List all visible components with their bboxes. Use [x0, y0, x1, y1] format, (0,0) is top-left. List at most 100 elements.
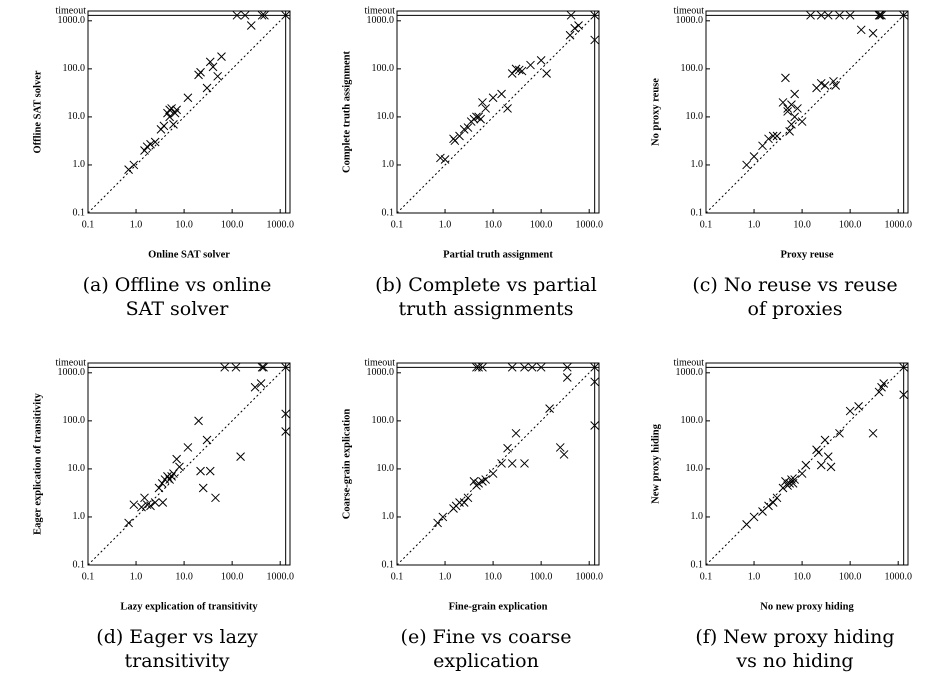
point — [250, 382, 260, 392]
point — [845, 406, 855, 416]
x-tick-label: 100.0 — [839, 571, 862, 582]
y-tick-label: 1000.0 — [676, 367, 704, 378]
point — [469, 477, 479, 486]
y-tick-label: 1.0 — [691, 511, 704, 522]
y-tick-label: 1.0 — [382, 511, 395, 522]
x-tick-label: 100.0 — [221, 571, 244, 582]
point — [854, 402, 863, 411]
x-tick-label: 0.1 — [82, 219, 95, 230]
y-axis-label: No proxy reuse — [650, 78, 661, 146]
point — [856, 25, 866, 35]
point — [208, 62, 218, 72]
point — [256, 379, 266, 388]
point — [463, 123, 473, 132]
point — [793, 104, 802, 113]
point — [257, 10, 267, 20]
point — [157, 479, 167, 488]
point — [520, 362, 529, 372]
y-tick-label: 100.0 — [63, 63, 86, 74]
caption: (f) New proxy hiding — [695, 626, 894, 648]
plot-frame — [705, 362, 909, 566]
point — [536, 362, 546, 372]
point — [749, 512, 759, 522]
y-tick-label: 1000.0 — [676, 15, 704, 26]
y-tick-label: 0.1 — [382, 559, 395, 570]
point — [542, 69, 551, 78]
x-axis-label: Online SAT solver — [148, 249, 230, 260]
y-tick-label: 100.0 — [681, 415, 704, 426]
plot-frame — [705, 10, 909, 214]
point — [455, 131, 464, 141]
point — [497, 89, 506, 99]
point — [590, 362, 600, 372]
y-axis-label: New proxy hiding — [650, 423, 661, 503]
point — [220, 362, 230, 372]
plot-frame — [396, 362, 600, 566]
x-tick-label: 1000.0 — [884, 219, 912, 230]
x-tick-label: 1000.0 — [266, 571, 294, 582]
x-tick-label: 1.0 — [130, 571, 143, 582]
point — [146, 139, 155, 149]
point — [240, 10, 250, 20]
caption: (c) No reuse vs reuse — [692, 274, 897, 296]
point — [172, 454, 182, 464]
point — [778, 483, 788, 493]
y-tick-label: 1.0 — [691, 159, 704, 170]
point — [823, 10, 833, 20]
x-tick-label: 1.0 — [439, 219, 452, 230]
y-tick-label: timeout — [364, 6, 395, 17]
y-axis-label: Offline SAT solver — [32, 70, 43, 153]
x-axis-label: Lazy explication of transitivity — [120, 601, 258, 612]
point — [488, 93, 498, 103]
diagonal — [87, 372, 281, 566]
y-tick-label: 1000.0 — [367, 15, 395, 26]
point — [764, 501, 773, 511]
point — [574, 21, 583, 30]
y-tick-label: 1000.0 — [58, 367, 86, 378]
point — [790, 89, 800, 99]
point — [159, 121, 169, 131]
point — [742, 520, 751, 529]
point — [246, 21, 256, 30]
point — [196, 67, 205, 77]
point — [820, 435, 830, 445]
point — [797, 117, 807, 126]
point — [124, 518, 133, 528]
y-tick-label: timeout — [55, 6, 86, 17]
point — [814, 448, 823, 457]
point — [175, 462, 184, 472]
point — [570, 23, 580, 33]
point — [764, 134, 773, 144]
x-tick-label: 10.0 — [793, 571, 811, 582]
point — [503, 443, 512, 453]
x-axis-label: No new proxy hiding — [760, 601, 854, 612]
point — [874, 387, 884, 397]
point — [257, 362, 267, 372]
point — [511, 64, 521, 74]
point — [169, 119, 178, 129]
x-tick-label: 1.0 — [439, 571, 452, 582]
point — [829, 76, 838, 86]
caption: (b) Complete vs partial — [375, 274, 597, 296]
point — [742, 160, 751, 170]
point — [440, 155, 450, 164]
point — [801, 460, 811, 470]
point — [142, 500, 152, 510]
diagonal — [396, 372, 590, 566]
y-tick-label: 0.1 — [382, 207, 395, 218]
x-axis-label: Fine-grain explication — [449, 601, 548, 612]
point — [172, 105, 182, 115]
point — [436, 153, 445, 163]
plot-frame — [87, 10, 291, 214]
y-axis-label: Complete truth assignment — [341, 51, 352, 173]
point — [787, 119, 796, 129]
point — [835, 10, 844, 20]
caption: (a) Offline vs online — [83, 274, 272, 296]
y-tick-label: timeout — [55, 358, 86, 369]
point — [835, 428, 844, 438]
point — [213, 71, 223, 81]
y-tick-label: timeout — [364, 358, 395, 369]
y-tick-label: 10.0 — [377, 111, 395, 122]
x-tick-label: 0.1 — [391, 571, 404, 582]
caption: (e) Fine vs coarse — [401, 626, 572, 648]
